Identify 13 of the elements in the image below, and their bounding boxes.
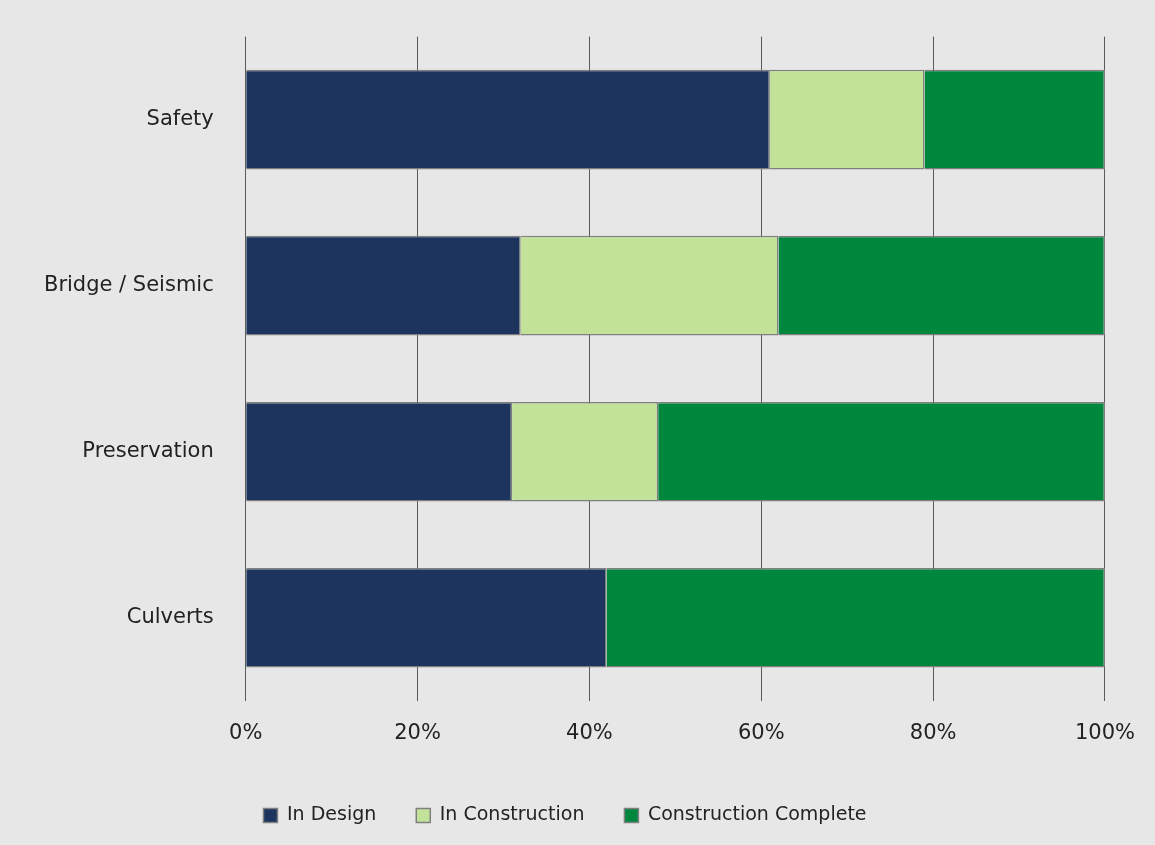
x-tick-label: 100% — [1074, 719, 1136, 744]
x-tick-label: 60% — [737, 719, 785, 744]
legend-label: In Design — [286, 802, 377, 825]
y-tick-label: Culverts — [126, 604, 214, 629]
legend-label: Construction Complete — [647, 802, 867, 825]
y-tick-label: Bridge / Seismic — [43, 272, 214, 297]
x-tick-label: 80% — [909, 719, 957, 744]
y-tick-label: Safety — [146, 106, 214, 131]
legend-label: In Construction — [439, 802, 585, 825]
x-tick-label: 0% — [229, 719, 263, 744]
x-tick-label: 20% — [394, 719, 441, 744]
x-tick-label: 40% — [566, 719, 613, 744]
y-tick-label: Preservation — [82, 438, 214, 463]
